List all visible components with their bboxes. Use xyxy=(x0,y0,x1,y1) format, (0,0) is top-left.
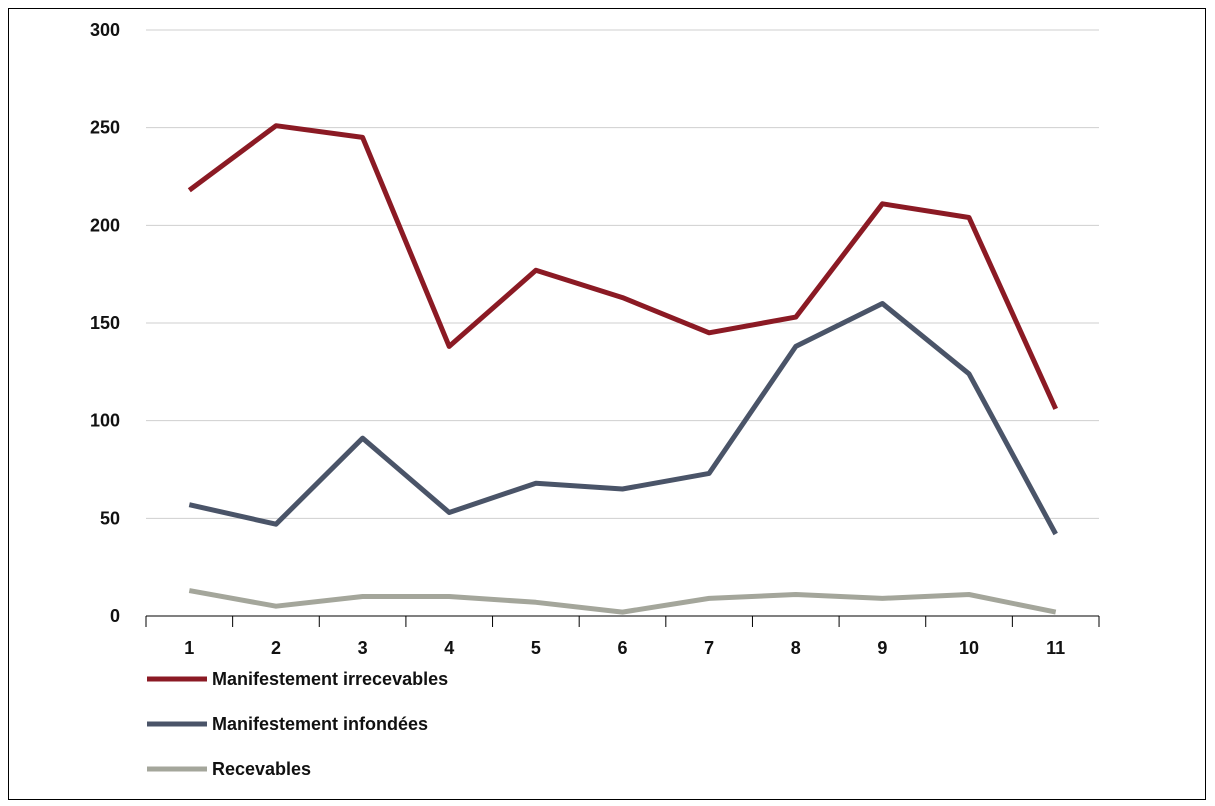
x-tick-label: 8 xyxy=(791,638,801,658)
series-line-recevables xyxy=(188,588,1057,615)
y-tick-label: 250 xyxy=(90,118,120,138)
gridlines xyxy=(146,29,1099,519)
x-tick-label: 4 xyxy=(444,638,454,658)
y-tick-label: 200 xyxy=(90,215,120,235)
series-lines xyxy=(187,123,1058,615)
y-tick-label: 50 xyxy=(100,508,120,528)
legend-label: Manifestement irrecevables xyxy=(212,669,448,689)
legend-label: Manifestement infondées xyxy=(212,714,428,734)
y-tick-label: 0 xyxy=(110,606,120,626)
x-tick-label: 7 xyxy=(704,638,714,658)
series-line-manifestement-irrecevables xyxy=(187,123,1058,410)
x-tick-label: 2 xyxy=(271,638,281,658)
legend: Manifestement irrecevables Manifestement … xyxy=(147,669,448,779)
x-tick-label: 10 xyxy=(959,638,979,658)
x-tick-label: 3 xyxy=(358,638,368,658)
y-tick-label: 100 xyxy=(90,411,120,431)
legend-label: Recevables xyxy=(212,759,311,779)
y-axis-ticks: 0 50 100 150 200 250 300 xyxy=(90,20,120,626)
y-tick-label: 300 xyxy=(90,20,120,40)
x-tick-label: 11 xyxy=(1046,638,1065,658)
series-line-manifestement-infondees xyxy=(188,301,1058,536)
x-tick-label: 1 xyxy=(184,638,194,658)
y-tick-label: 150 xyxy=(90,313,120,333)
x-tick-label: 9 xyxy=(877,638,887,658)
x-tick-label: 5 xyxy=(531,638,541,658)
x-axis: 1 2 3 4 5 6 7 8 9 10 11 xyxy=(145,615,1100,658)
chart-frame xyxy=(8,8,1206,800)
x-tick-label: 6 xyxy=(617,638,627,658)
